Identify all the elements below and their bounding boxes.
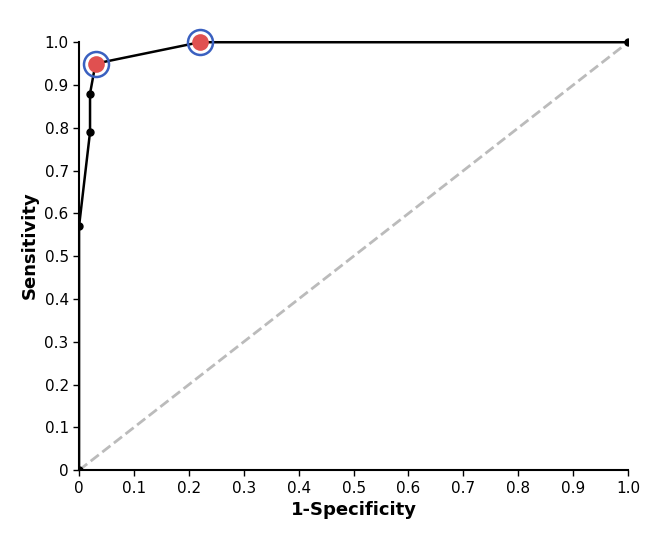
Y-axis label: Sensitivity: Sensitivity	[21, 192, 39, 299]
X-axis label: 1-Specificity: 1-Specificity	[291, 501, 416, 519]
